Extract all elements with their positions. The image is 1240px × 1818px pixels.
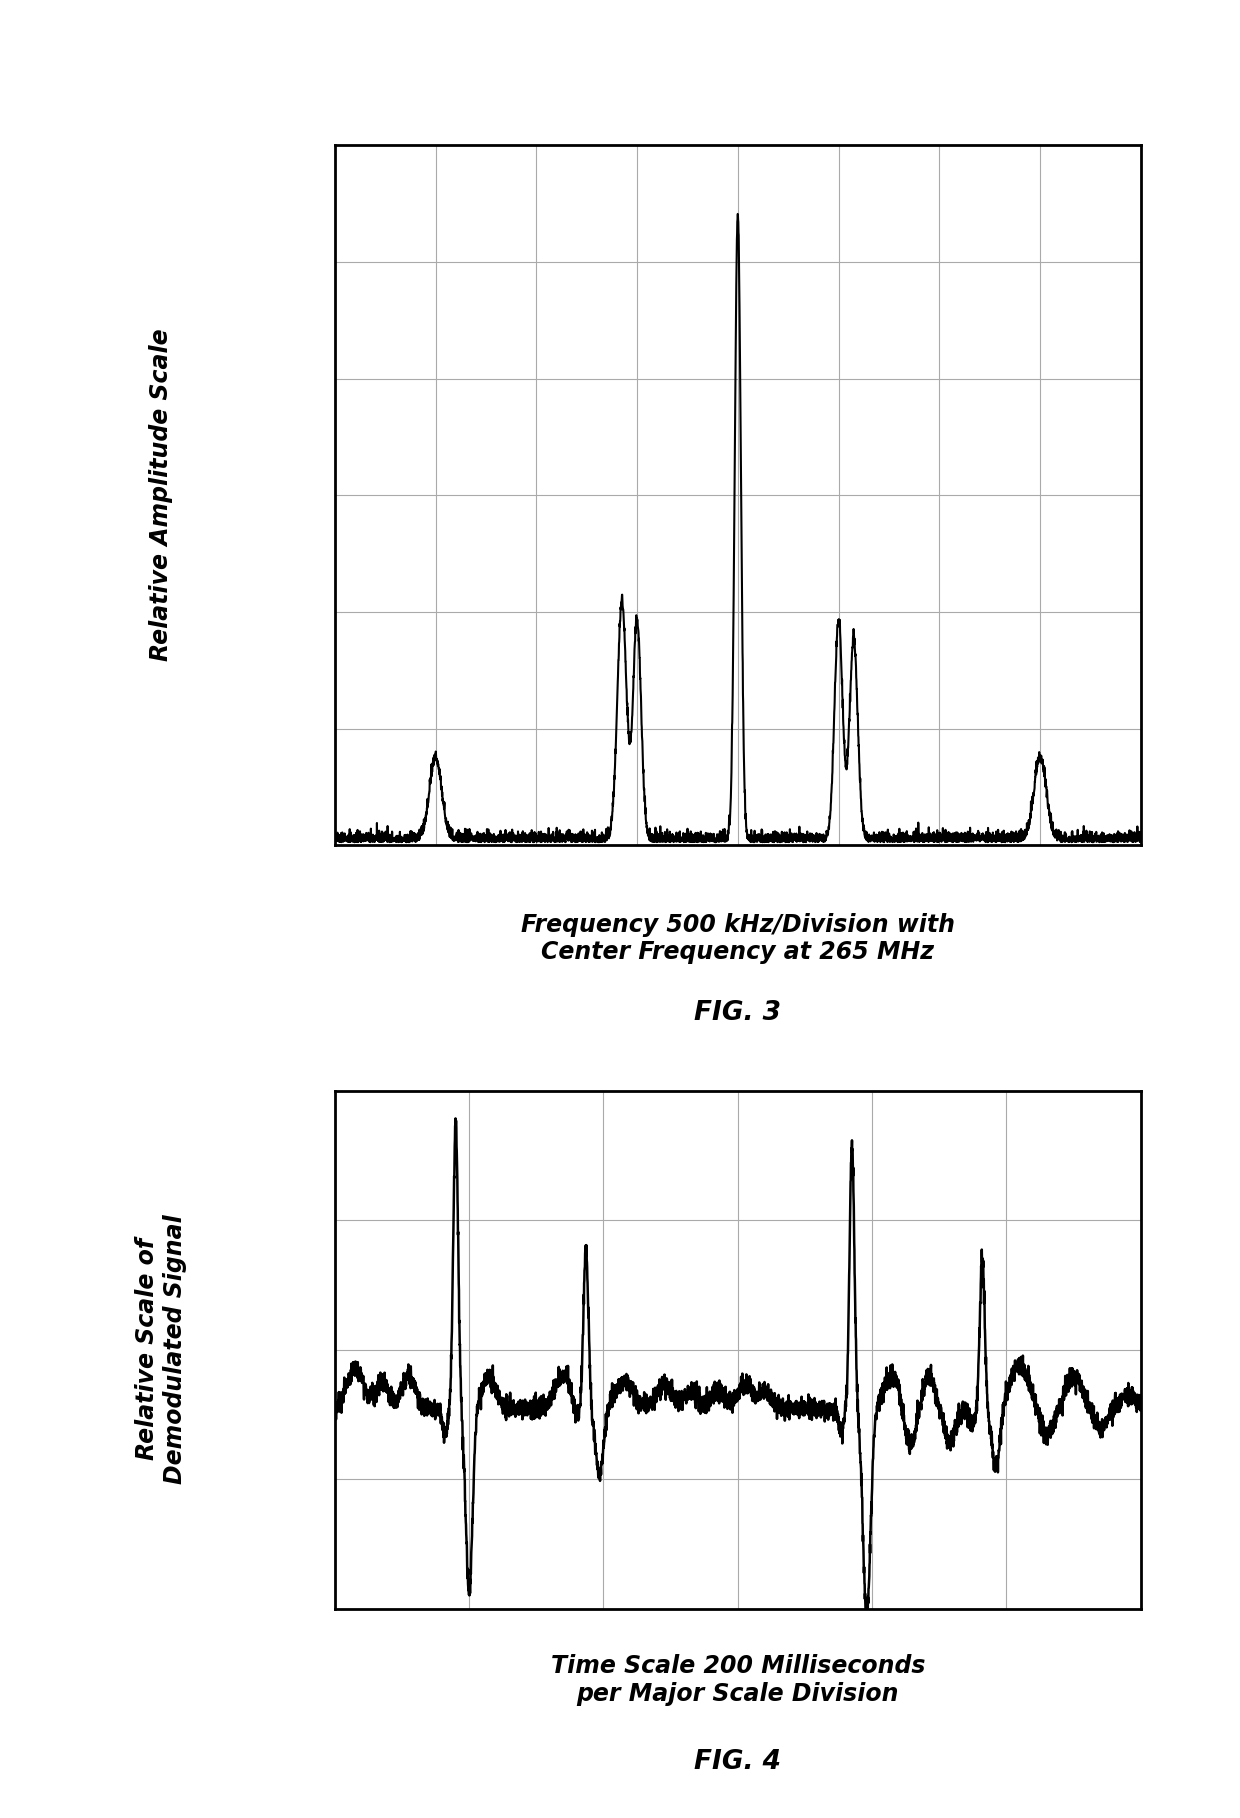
Text: FIG. 4: FIG. 4 — [694, 1749, 781, 1774]
Text: Relative Scale of
Demodulated Signal: Relative Scale of Demodulated Signal — [135, 1214, 187, 1483]
Text: Frequency 500 kHz/Division with
Center Frequency at 265 MHz: Frequency 500 kHz/Division with Center F… — [521, 913, 955, 964]
Text: FIG. 3: FIG. 3 — [694, 1000, 781, 1025]
Text: Relative Amplitude Scale: Relative Amplitude Scale — [149, 329, 174, 660]
Text: Time Scale 200 Milliseconds
per Major Scale Division: Time Scale 200 Milliseconds per Major Sc… — [551, 1654, 925, 1705]
